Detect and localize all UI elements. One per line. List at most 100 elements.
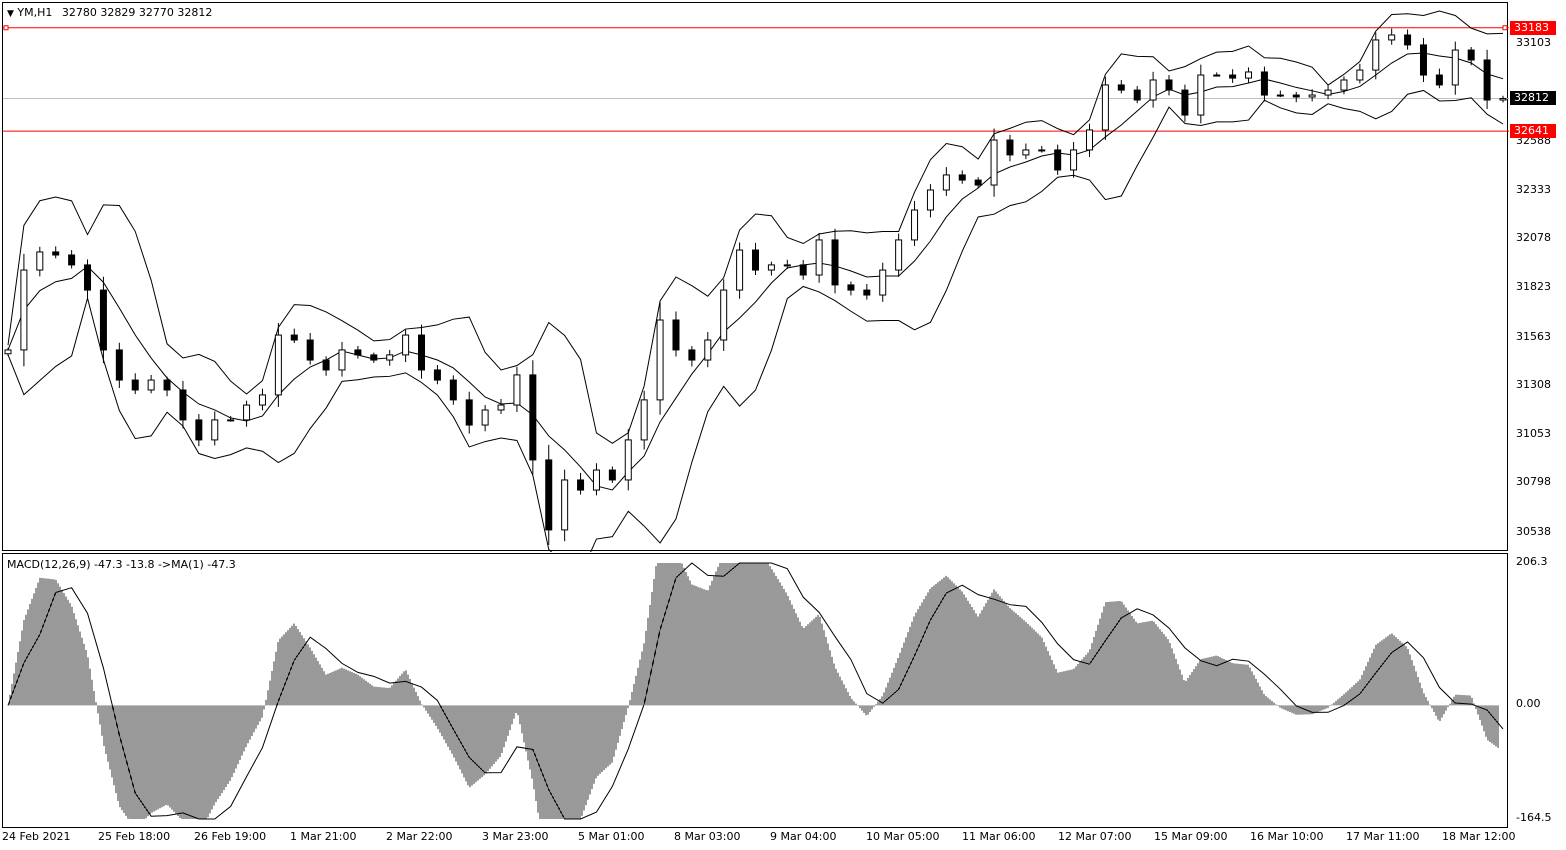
bear-candle	[115, 349, 123, 381]
bear-candle	[608, 469, 616, 481]
bull-candle	[1213, 74, 1221, 77]
bull-candle	[4, 349, 12, 355]
bull-candle	[20, 269, 28, 351]
bull-candle	[1308, 94, 1316, 98]
time-tick-label: 10 Mar 05:00	[866, 830, 940, 843]
bear-candle	[1165, 79, 1173, 91]
time-tick-label: 25 Feb 18:00	[98, 830, 171, 843]
bull-candle	[227, 419, 235, 422]
price-tick-label: 32333	[1516, 182, 1551, 196]
bear-candle	[1419, 44, 1427, 76]
bear-candle	[306, 339, 314, 361]
bear-candle	[1133, 89, 1141, 101]
bull-candle	[338, 349, 346, 371]
bear-candle	[52, 251, 60, 256]
bull-candle	[1101, 84, 1109, 131]
bull-candle	[1340, 79, 1348, 91]
time-tick-label: 15 Mar 09:00	[1154, 830, 1228, 843]
time-tick-label: 9 Mar 04:00	[770, 830, 837, 843]
current-price-tag: 32812	[1510, 91, 1556, 106]
price-chart-svg	[3, 10, 1509, 552]
bear-candle	[529, 374, 537, 461]
price-tick-label: 31308	[1516, 378, 1551, 392]
bear-candle	[354, 349, 362, 356]
bull-candle	[1149, 79, 1157, 101]
bear-candle	[131, 379, 139, 391]
time-tick-label: 12 Mar 07:00	[1058, 830, 1132, 843]
bear-candle	[672, 319, 680, 351]
bear-candle	[1467, 49, 1475, 61]
bull-candle	[1372, 39, 1380, 71]
bear-candle	[1435, 74, 1443, 86]
bull-candle	[640, 399, 648, 441]
bull-candle	[1197, 74, 1205, 116]
bull-candle	[704, 339, 712, 361]
bear-candle	[974, 179, 982, 186]
bull-candle	[879, 269, 887, 296]
level-anchor-right	[1502, 25, 1508, 31]
bear-candle	[179, 389, 187, 421]
bear-candle	[290, 334, 298, 341]
bear-candle	[1260, 71, 1268, 96]
bull-candle	[1085, 129, 1093, 151]
bear-candle	[84, 264, 92, 291]
bear-candle	[577, 479, 585, 491]
time-tick-label: 2 Mar 22:00	[386, 830, 453, 843]
bear-candle	[1181, 89, 1189, 116]
bull-candle	[497, 404, 505, 411]
bull-candle	[258, 394, 266, 406]
macd-pane[interactable]: MACD(12,26,9) -47.3 -13.8 ->MA(1) -47.3	[2, 553, 1508, 828]
bull-candle	[1388, 34, 1396, 41]
price-tick-label: 30538	[1516, 525, 1551, 538]
bull-candle	[592, 469, 600, 491]
bear-candle	[465, 399, 473, 426]
bear-candle	[799, 264, 807, 276]
bull-candle	[274, 334, 282, 396]
bollinger-lower-line	[7, 89, 1504, 552]
bear-candle	[1006, 139, 1014, 156]
bear-candle	[863, 289, 871, 296]
triangle-down-icon[interactable]: ▼	[7, 9, 14, 19]
bull-candle	[243, 404, 251, 421]
time-tick-label: 17 Mar 11:00	[1346, 830, 1420, 843]
time-tick-label: 1 Mar 21:00	[290, 830, 357, 843]
macd-tick-label: 206.3	[1516, 555, 1548, 568]
macd-tick-label: 0.00	[1516, 697, 1541, 711]
bull-candle	[147, 379, 155, 391]
bull-candle	[815, 239, 823, 276]
time-tick-label: 3 Mar 23:00	[482, 830, 549, 843]
level-price-tag: 33183	[1510, 20, 1556, 35]
bull-candle	[1245, 71, 1253, 79]
bull-candle	[942, 174, 950, 191]
time-tick-label: 8 Mar 03:00	[674, 830, 741, 843]
time-tick-label: 24 Feb 2021	[2, 830, 71, 843]
bear-candle	[545, 459, 553, 531]
bear-candle	[68, 254, 76, 266]
symbol-label: YM,H1	[17, 6, 53, 19]
level-anchor-left	[3, 25, 9, 31]
macd-header: MACD(12,26,9) -47.3 -13.8 ->MA(1) -47.3	[7, 558, 236, 571]
bull-candle	[1276, 94, 1284, 97]
time-tick-label: 18 Mar 12:00	[1442, 830, 1516, 843]
bull-candle	[911, 209, 919, 241]
bull-candle	[895, 239, 903, 271]
price-tick-label: 30798	[1516, 475, 1551, 489]
bear-candle	[831, 239, 839, 286]
bear-candle	[1054, 149, 1062, 171]
bear-candle	[1483, 59, 1491, 101]
bear-candle	[418, 334, 426, 371]
time-tick-label: 26 Feb 19:00	[194, 830, 267, 843]
bull-candle	[386, 354, 394, 361]
bollinger-upper-line	[7, 10, 1504, 444]
bollinger-middle-line	[7, 52, 1504, 491]
bear-candle	[195, 419, 203, 441]
ohlc-values: 32780 32829 32770 32812	[61, 6, 213, 19]
time-tick-label: 11 Mar 06:00	[962, 830, 1036, 843]
bull-candle	[1451, 49, 1459, 86]
bull-candle	[783, 264, 791, 267]
bull-candle	[990, 139, 998, 186]
bear-candle	[752, 249, 759, 271]
price-chart-pane[interactable]: ▼ YM,H1 32780 32829 32770 32812	[2, 2, 1509, 552]
bull-candle	[561, 479, 569, 531]
bull-candle	[736, 249, 744, 291]
